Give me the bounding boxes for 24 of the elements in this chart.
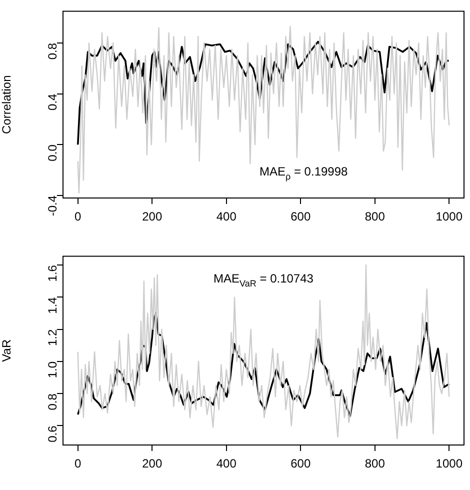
x-tick-label: 200 — [142, 456, 162, 471]
y-axis-title: Correlation — [0, 75, 14, 134]
y-tick-label: 0.8 — [45, 42, 60, 60]
y-tick-label: 0.8 — [45, 393, 60, 410]
x-tick-label: 1000 — [436, 456, 463, 471]
y-tick-label: 0.4 — [45, 93, 60, 110]
x-tick-label: 400 — [216, 210, 237, 224]
y-tick-label: 1.4 — [45, 296, 60, 314]
y-tick-label: -0.4 — [45, 195, 60, 216]
y-tick-label: 1.2 — [45, 328, 60, 346]
y-tick-label: 0.6 — [45, 425, 60, 442]
x-tick-label: 600 — [290, 456, 311, 471]
x-tick-label: 800 — [364, 456, 386, 471]
x-tick-label: 200 — [142, 210, 162, 224]
x-tick-label: 1000 — [436, 210, 463, 224]
x-tick-label: 800 — [364, 210, 386, 224]
x-tick-label: 0 — [74, 456, 82, 471]
y-tick-label: 0.0 — [45, 144, 60, 162]
x-tick-label: 600 — [290, 210, 311, 224]
x-tick-label: 400 — [216, 456, 237, 471]
x-tick-label: 0 — [74, 210, 82, 224]
y-tick-label: 1.6 — [45, 264, 60, 282]
y-tick-label: 1.0 — [45, 361, 60, 378]
y-axis-title: VaR — [0, 339, 14, 362]
